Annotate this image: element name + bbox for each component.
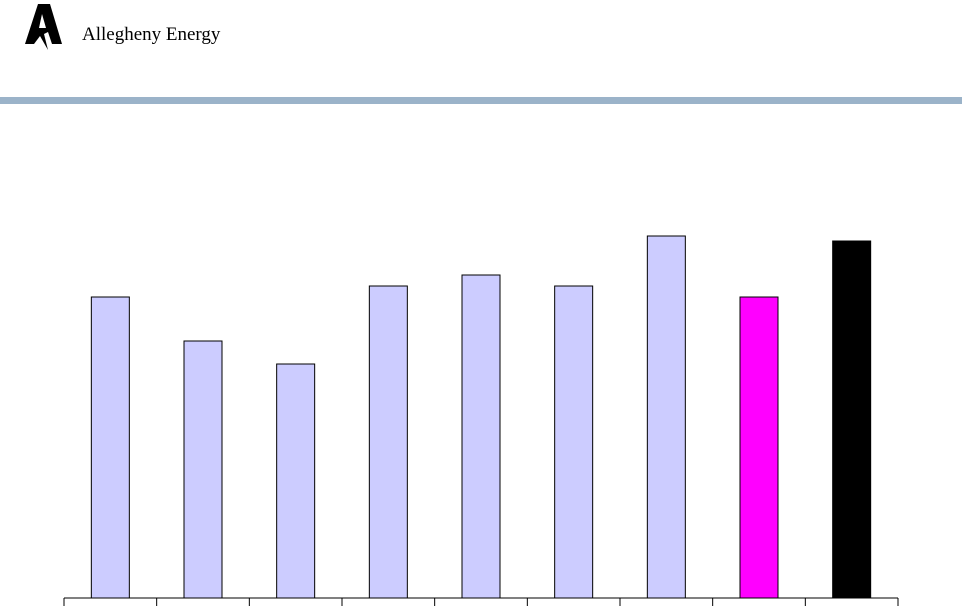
bar (368, 285, 408, 599)
bar (183, 340, 223, 599)
header-rule (0, 97, 962, 104)
bar (832, 240, 872, 599)
logo-text: Allegheny Energy (82, 24, 221, 45)
bar (461, 274, 501, 599)
bar (739, 296, 779, 599)
bar (90, 296, 130, 599)
bar (554, 285, 594, 599)
bar (646, 235, 686, 599)
bar (276, 363, 316, 599)
logo-mark-cut (39, 14, 46, 28)
logo (25, 4, 62, 50)
